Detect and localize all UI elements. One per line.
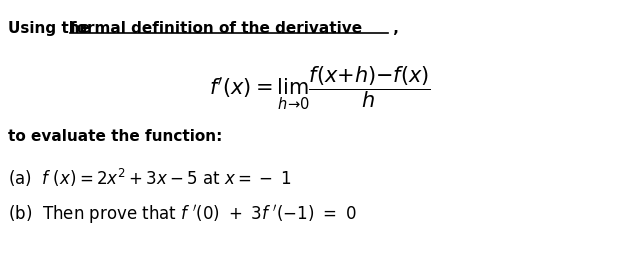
- Text: (b)  Then prove that $f\ '(0)\ +\ 3f\ '(-1)\ =\ 0$: (b) Then prove that $f\ '(0)\ +\ 3f\ '(-…: [8, 203, 357, 226]
- Text: (a)  $f\ (x) = 2x^2 + 3x - 5\ \mathrm{at}\ x = -\ 1$: (a) $f\ (x) = 2x^2 + 3x - 5\ \mathrm{at}…: [8, 167, 292, 189]
- Text: ,: ,: [388, 21, 399, 36]
- Text: formal definition of the derivative: formal definition of the derivative: [70, 21, 362, 36]
- Text: Using the: Using the: [8, 21, 95, 36]
- Text: to evaluate the function:: to evaluate the function:: [8, 129, 222, 144]
- Text: $f'(x) = \lim_{h\to 0}\dfrac{f(x + h) - f(x)}{h}$: $f'(x) = \lim_{h\to 0}\dfrac{f(x + h) - …: [209, 64, 431, 112]
